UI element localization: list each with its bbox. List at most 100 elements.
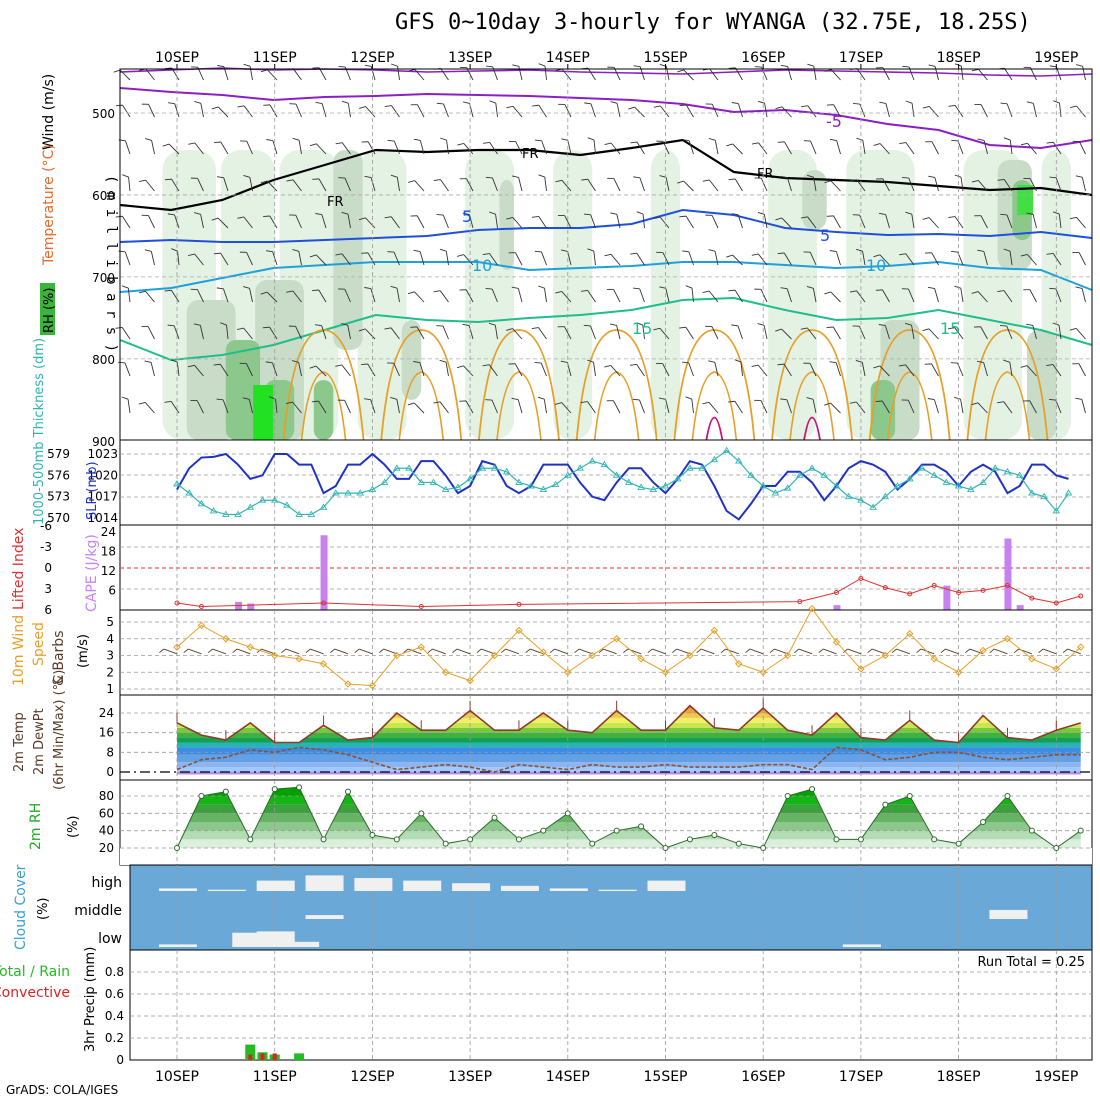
barb-flag	[685, 396, 692, 400]
precip-total-bar	[294, 1053, 305, 1060]
wind-barb	[580, 401, 596, 414]
barb-shaft	[514, 363, 523, 377]
wind-barb	[433, 401, 449, 414]
wind-barb	[122, 174, 131, 192]
wind-barb	[604, 253, 621, 266]
wind10-point	[857, 665, 865, 673]
barb-flag	[358, 328, 366, 332]
wind-barb	[485, 288, 498, 303]
wind-barb	[777, 252, 792, 266]
barb-shaft	[798, 648, 813, 655]
wind10-point	[539, 648, 548, 656]
wind-barb	[610, 101, 621, 118]
barb-shaft	[737, 103, 743, 118]
barb-flag	[1049, 176, 1057, 179]
barb-shaft	[734, 401, 743, 414]
wind-barb	[263, 215, 278, 229]
wind10-barb	[794, 648, 813, 655]
wind-barb	[829, 361, 841, 377]
rh-point	[247, 836, 254, 843]
barb-shaft	[1059, 103, 1062, 118]
cape-bar	[235, 601, 243, 610]
barb-shaft	[145, 290, 155, 303]
barb-flag	[359, 106, 366, 109]
wind-barb	[1000, 213, 1013, 229]
barb-flag	[801, 105, 808, 108]
barb-shaft	[685, 215, 694, 229]
barb-shaft	[295, 326, 302, 340]
barb-shaft	[685, 327, 694, 340]
barb-flag	[262, 326, 270, 329]
barb-shaft	[463, 143, 474, 155]
wind-barb	[314, 324, 327, 340]
wind10-point	[710, 626, 719, 635]
barb-shaft	[807, 327, 817, 340]
barb-flag	[361, 363, 368, 365]
barb-shaft	[419, 251, 425, 266]
wind-barb	[167, 102, 180, 118]
wind-barb	[705, 325, 719, 340]
barb-flag	[720, 648, 726, 654]
wind-barb	[754, 288, 768, 303]
barb-flag	[309, 254, 317, 258]
barb-shaft	[151, 140, 155, 155]
barb-shaft	[812, 399, 817, 414]
thickness-point	[942, 478, 951, 485]
barb-flag	[291, 360, 299, 363]
barb-shaft	[994, 648, 1008, 655]
barb-shaft	[823, 648, 837, 655]
wind10-barb	[281, 648, 300, 655]
barb-shaft	[688, 140, 694, 155]
barb-shaft	[659, 216, 670, 229]
barb-shaft	[370, 288, 376, 303]
barb-shaft	[835, 251, 841, 266]
barb-shaft	[786, 288, 792, 303]
wind-barb	[263, 104, 278, 118]
barb-shaft	[416, 326, 425, 340]
wind-barb	[997, 178, 1013, 192]
thickness-point	[686, 464, 694, 471]
barb-flag	[775, 328, 782, 332]
barb-flag	[653, 327, 661, 331]
wind-barb	[262, 326, 278, 340]
barb-flag	[1046, 364, 1054, 366]
wind-barb	[193, 212, 204, 229]
barb-shaft	[144, 402, 155, 414]
panel-cloud: high middle low	[74, 864, 1093, 951]
barb-shaft	[1009, 362, 1013, 377]
wind-barb	[1075, 397, 1086, 414]
barb-flag	[485, 288, 493, 290]
barb-flag	[580, 401, 588, 403]
barb-flag	[436, 214, 444, 216]
wind-barb	[243, 175, 253, 192]
rh-shade-dark	[313, 380, 334, 440]
barb-flag	[387, 362, 394, 364]
barb-shaft	[907, 400, 915, 414]
wind10-barb	[232, 648, 251, 655]
barb-flag	[924, 252, 932, 254]
barb-flag	[1003, 248, 1011, 252]
barb-flag	[1003, 137, 1011, 141]
barb-flag	[581, 178, 588, 181]
rh-tick: 40	[99, 824, 114, 838]
barb-shaft	[885, 214, 890, 229]
wind-barb	[659, 286, 670, 303]
barb-flag	[534, 250, 542, 253]
cape-bar	[247, 603, 255, 610]
barb-shaft	[1055, 177, 1062, 192]
barb-flag	[488, 322, 496, 326]
wind-barb	[1053, 100, 1062, 118]
barb-shaft	[774, 648, 788, 655]
barb-shaft	[1076, 105, 1086, 118]
wind10-point	[906, 630, 914, 638]
barb-flag	[731, 102, 739, 105]
barb-flag	[671, 648, 678, 654]
wind-barb	[260, 69, 278, 81]
barb-flag	[436, 102, 444, 105]
barb-shaft	[945, 648, 959, 655]
wind-barb	[167, 324, 180, 340]
wind10-point	[1028, 655, 1036, 663]
wind10-point	[515, 626, 523, 635]
barb-shaft	[561, 402, 572, 414]
